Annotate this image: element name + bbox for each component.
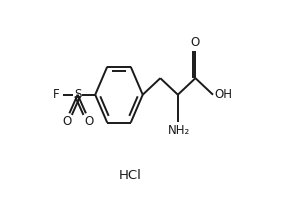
Text: HCl: HCl <box>119 169 142 182</box>
Text: NH₂: NH₂ <box>168 124 190 137</box>
Text: F: F <box>53 88 59 101</box>
Text: O: O <box>191 36 200 49</box>
Text: S: S <box>74 88 81 101</box>
Text: O: O <box>63 115 72 128</box>
Text: O: O <box>84 115 94 128</box>
Text: OH: OH <box>215 88 233 101</box>
